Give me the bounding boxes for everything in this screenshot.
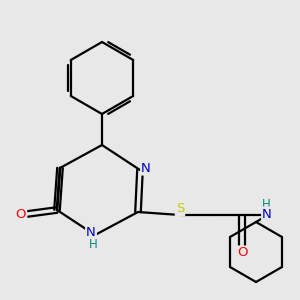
Text: S: S <box>176 202 184 215</box>
Text: O: O <box>237 247 247 260</box>
Text: H: H <box>88 238 98 251</box>
Text: N: N <box>262 208 272 220</box>
Text: N: N <box>86 226 96 239</box>
Text: H: H <box>262 199 270 212</box>
Text: O: O <box>16 208 26 220</box>
Text: N: N <box>141 161 151 175</box>
